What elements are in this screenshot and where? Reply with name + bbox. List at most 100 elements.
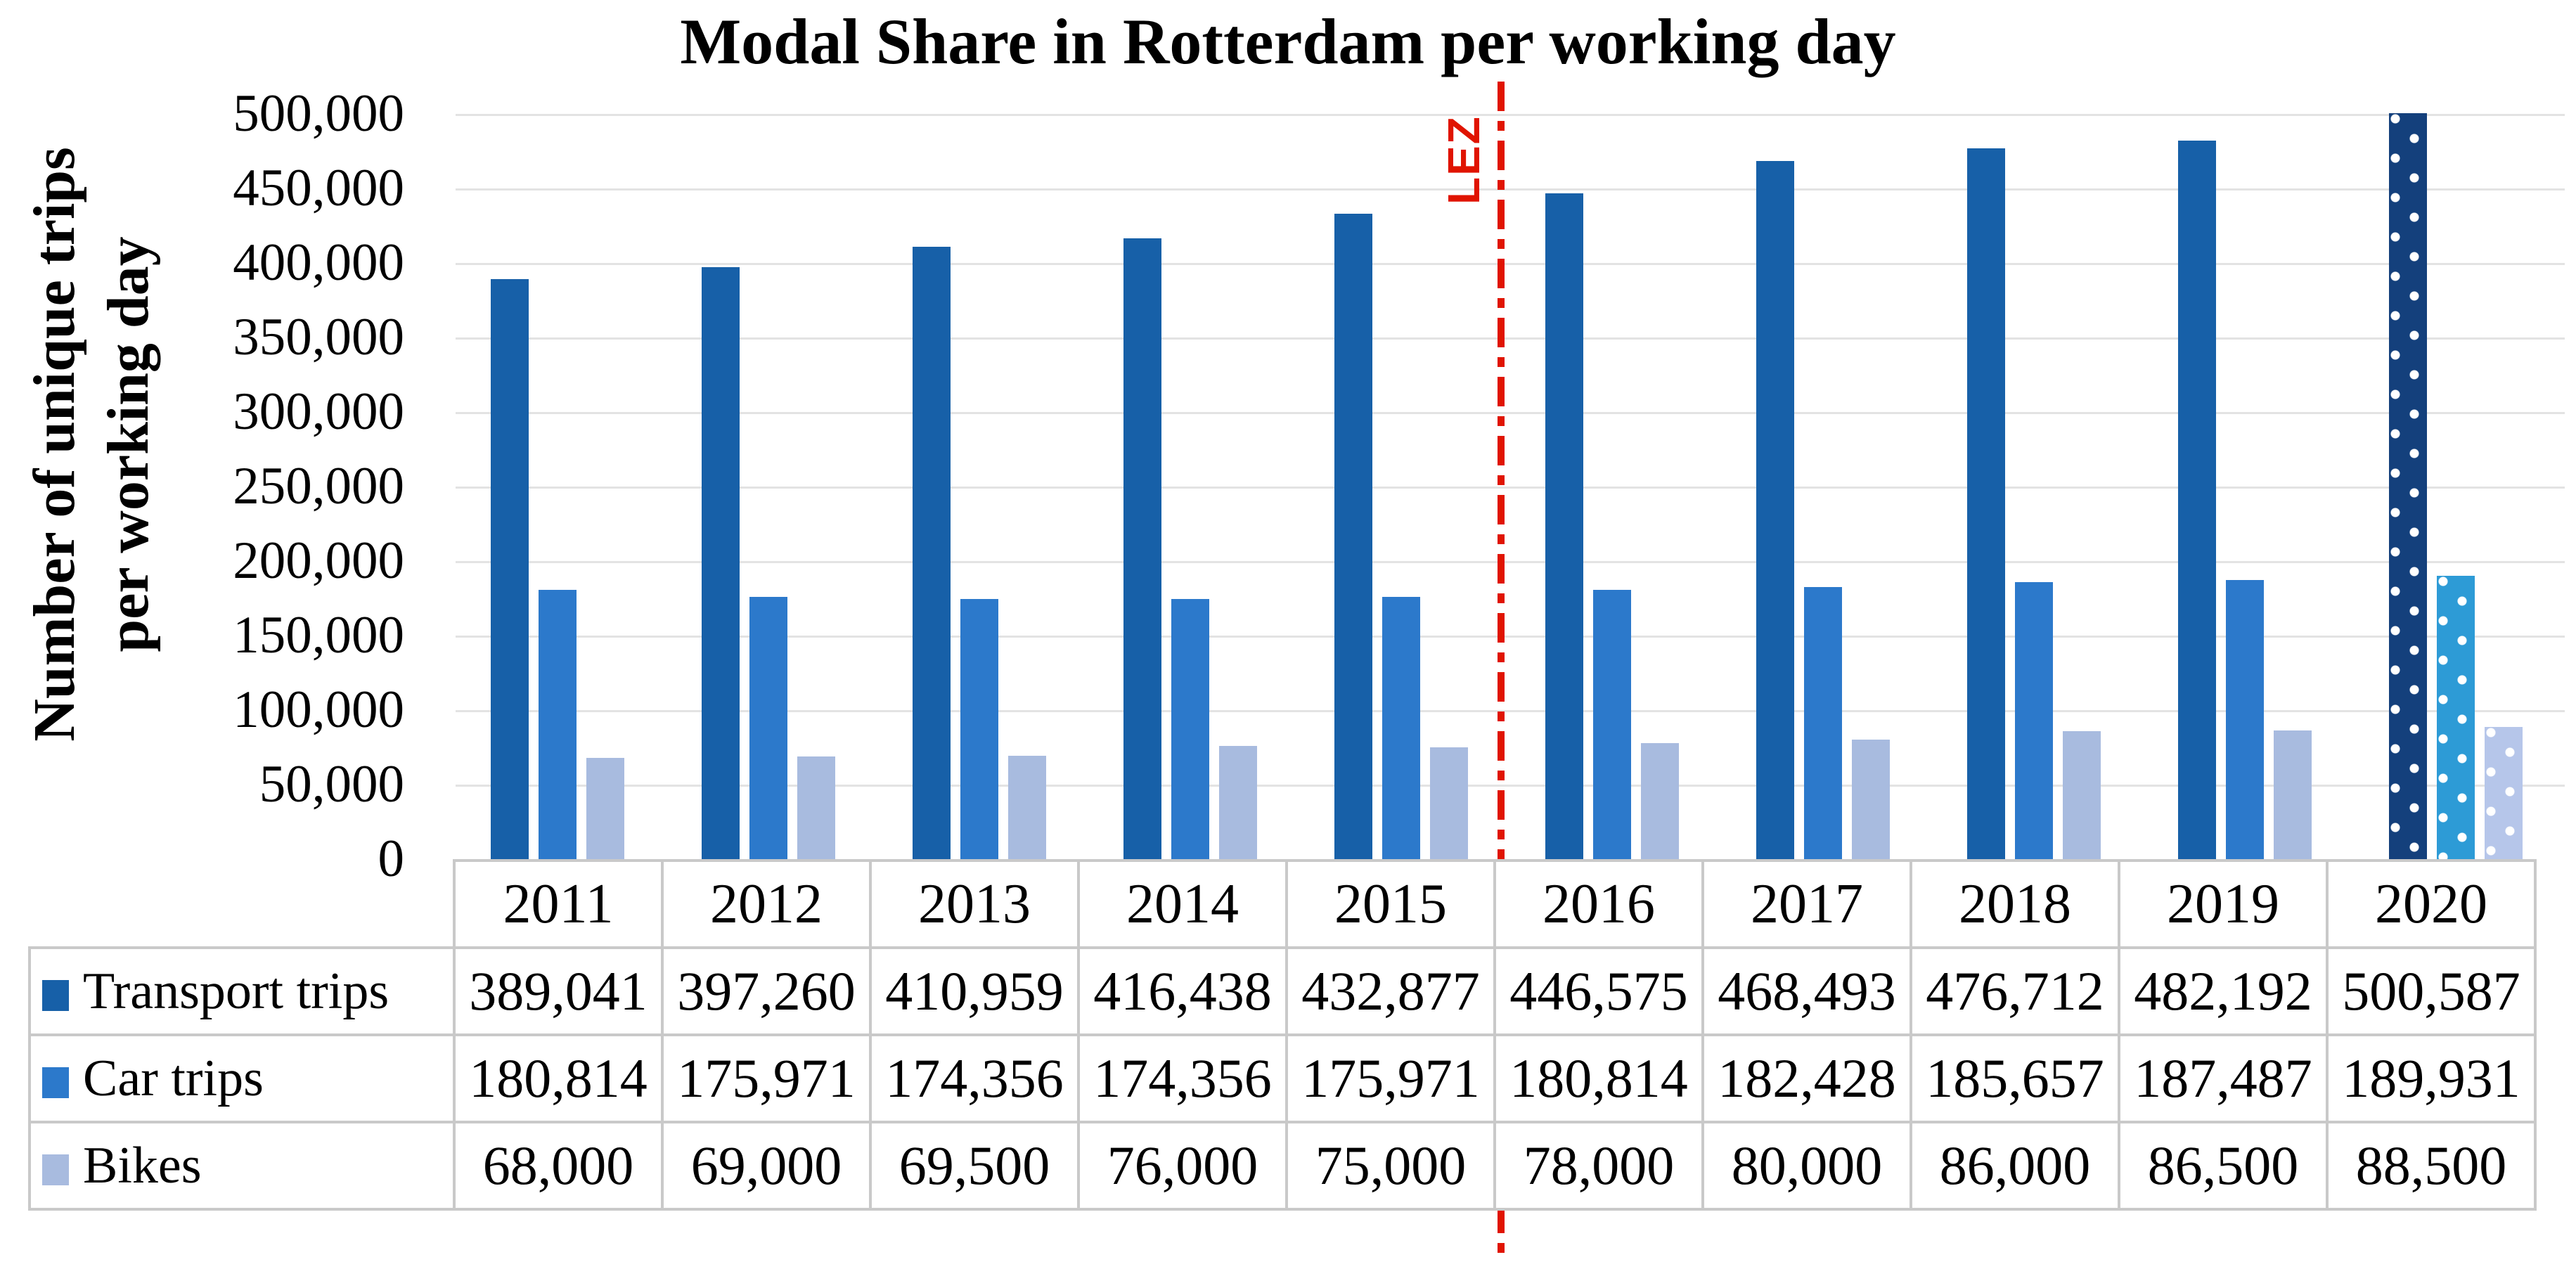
bar-bikes-2019 (2274, 730, 2312, 859)
bar-car-trips-2014 (1171, 599, 1209, 859)
lez-annotation-label: LEZ (1438, 115, 1489, 205)
value-cell: 175,971 (661, 1033, 872, 1123)
bar-car-trips-2011 (539, 590, 577, 859)
value-cell: 86,000 (1910, 1121, 2120, 1211)
bar-car-trips-2018 (2015, 582, 2053, 859)
value-cell: 416,438 (1077, 946, 1288, 1036)
gridline (456, 710, 2565, 712)
bar-transport-trips-2016 (1545, 193, 1583, 859)
value-cell: 185,657 (1910, 1033, 2120, 1123)
value-cell: 78,000 (1493, 1121, 1704, 1211)
bar-car-trips-2016 (1593, 590, 1631, 859)
legend-swatch-icon (42, 1154, 69, 1185)
bar-bikes-2017 (1852, 740, 1890, 859)
bar-car-trips-2012 (749, 597, 787, 859)
series-label: Transport trips (83, 962, 389, 1020)
value-cell: 86,500 (2118, 1121, 2329, 1211)
value-cell: 180,814 (1493, 1033, 1704, 1123)
value-cell: 88,500 (2326, 1121, 2537, 1211)
gridline (456, 487, 2565, 489)
y-axis-tick-label: 450,000 (233, 159, 404, 217)
value-cell: 175,971 (1285, 1033, 1496, 1123)
value-cell: 75,000 (1285, 1121, 1496, 1211)
legend-swatch-icon (42, 1067, 69, 1098)
value-cell: 432,877 (1285, 946, 1496, 1036)
bar-transport-trips-2017 (1756, 161, 1794, 859)
year-header-cell: 2018 (1910, 859, 2120, 949)
gridline (456, 785, 2565, 787)
bar-group-2014 (1123, 114, 1257, 859)
data-table: 2011 2012 2013 2014 2015 2016 2017 2018 2019 2020… (28, 859, 2537, 1211)
gridline (456, 263, 2565, 265)
table-row: Car trips 180,814 175,971 174,356 174,356 175… (28, 1033, 2537, 1123)
y-axis-tick-label: 150,000 (233, 606, 404, 664)
bar-group-2011 (491, 114, 624, 859)
value-cell: 187,487 (2118, 1033, 2329, 1123)
year-header-cell: 2016 (1493, 859, 1704, 949)
bar-bikes-2014 (1219, 746, 1257, 859)
bar-bikes-2018 (2063, 731, 2101, 859)
chart-title: Modal Share in Rotterdam per working day (680, 6, 1896, 77)
bar-bikes-2011 (586, 758, 624, 859)
y-axis-tick-label: 250,000 (233, 457, 404, 515)
bar-bikes-2020 (2485, 727, 2523, 859)
gridline (456, 561, 2565, 563)
value-cell: 397,260 (661, 946, 872, 1036)
y-axis-tick-label: 100,000 (233, 681, 404, 739)
y-axis-tick-label: 300,000 (233, 382, 404, 441)
bar-group-2013 (913, 114, 1046, 859)
value-cell: 482,192 (2118, 946, 2329, 1036)
table-header-row: 2011 2012 2013 2014 2015 2016 2017 2018 2019 2020 (30, 859, 2537, 949)
bar-group-2019 (2178, 114, 2312, 859)
bar-bikes-2016 (1641, 743, 1679, 859)
gridline (456, 114, 2565, 116)
year-header-cell: 2017 (1701, 859, 1912, 949)
gridline (456, 337, 2565, 340)
year-header-cell: 2020 (2326, 859, 2537, 949)
y-axis-tick-label: 350,000 (233, 308, 404, 366)
bar-group-2012 (702, 114, 835, 859)
value-cell: 174,356 (869, 1033, 1080, 1123)
gridline (456, 412, 2565, 414)
bar-group-2018 (1967, 114, 2101, 859)
gridline (456, 188, 2565, 191)
bar-car-trips-2020 (2437, 576, 2475, 859)
bar-bikes-2012 (797, 756, 835, 859)
value-cell: 189,931 (2326, 1033, 2537, 1123)
value-cell: 476,712 (1910, 946, 2120, 1036)
lez-annotation-line (1498, 82, 1505, 1260)
bar-transport-trips-2014 (1123, 238, 1161, 859)
bar-group-2020 (2389, 113, 2523, 859)
bar-group-2015 (1334, 114, 1468, 859)
bar-transport-trips-2018 (1967, 148, 2005, 859)
gridline (456, 636, 2565, 638)
year-header-cell: 2012 (661, 859, 872, 949)
bar-group-2017 (1756, 114, 1890, 859)
y-axis-tick-label: 500,000 (233, 84, 404, 143)
value-cell: 446,575 (1493, 946, 1704, 1036)
bar-transport-trips-2019 (2178, 141, 2216, 859)
year-header-cell: 2015 (1285, 859, 1496, 949)
value-cell: 410,959 (869, 946, 1080, 1036)
bar-group-2016 (1545, 114, 1679, 859)
year-header-cell: 2014 (1077, 859, 1288, 949)
year-header-cell: 2013 (869, 859, 1080, 949)
y-axis-tick-label: 0 (378, 830, 405, 888)
bar-car-trips-2013 (960, 599, 998, 859)
value-cell: 500,587 (2326, 946, 2537, 1036)
bar-transport-trips-2013 (913, 247, 951, 859)
y-axis-tick-label: 50,000 (259, 755, 404, 813)
bar-bikes-2015 (1430, 747, 1468, 859)
value-cell: 68,000 (453, 1121, 664, 1211)
bar-transport-trips-2012 (702, 267, 740, 859)
value-cell: 174,356 (1077, 1033, 1288, 1123)
table-row: Transport trips 389,041 397,260 410,959 416,… (28, 946, 2537, 1036)
series-label: Bikes (83, 1136, 202, 1194)
value-cell: 389,041 (453, 946, 664, 1036)
value-cell: 182,428 (1701, 1033, 1912, 1123)
value-cell: 80,000 (1701, 1121, 1912, 1211)
bar-bikes-2013 (1008, 756, 1046, 859)
series-label-cell: Bikes (28, 1121, 456, 1211)
y-axis-tick-label: 200,000 (233, 532, 404, 590)
